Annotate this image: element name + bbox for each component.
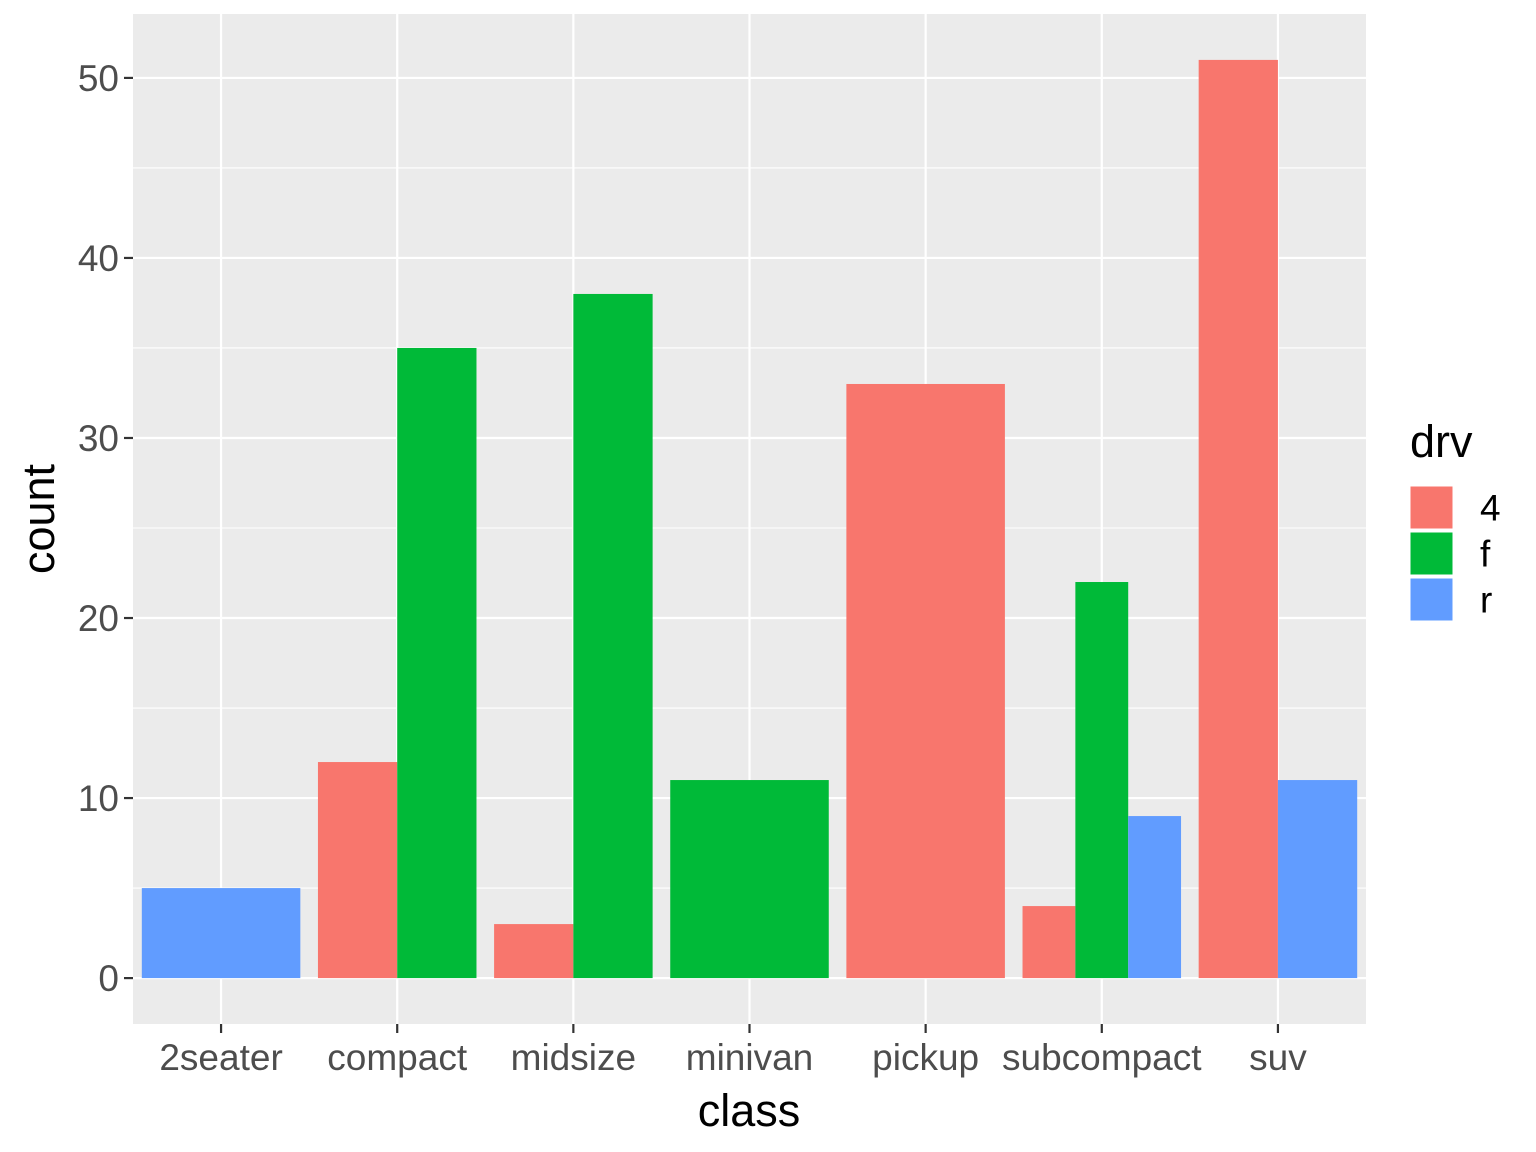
- y-tick-label: 10: [78, 778, 119, 819]
- bar-suv-4: [1198, 59, 1278, 979]
- legend-key-r: [1409, 577, 1454, 622]
- bar-pickup-4: [846, 383, 1005, 979]
- x-tick-label-pickup: pickup: [872, 1037, 979, 1078]
- bar-2seater-r: [141, 888, 301, 979]
- bar-midsize-4: [494, 924, 574, 979]
- bar-compact-4: [317, 762, 398, 979]
- legend-keys: 4 fr: [1409, 485, 1501, 622]
- legend: drv 4 fr: [1409, 416, 1501, 622]
- x-axis: 2seater compact midsize minivan pickup subcom…: [159, 1024, 1307, 1078]
- x-tick-label-subcompact: subcompact: [1002, 1037, 1202, 1078]
- bar-subcompact-4: [1022, 906, 1076, 979]
- bar-suv-r: [1277, 780, 1358, 979]
- y-tick-label: 30: [78, 418, 119, 459]
- y-axis: 0 10 20 30 40 50: [78, 58, 133, 999]
- x-tick-label-minivan: minivan: [686, 1037, 814, 1078]
- bar-compact-f: [397, 347, 477, 979]
- x-tick-label-2seater: 2seater: [159, 1037, 282, 1078]
- y-tick-label: 20: [78, 598, 119, 639]
- bars-layer: [141, 59, 1358, 979]
- y-tick-label: 50: [78, 58, 119, 99]
- legend-label-4: 4: [1480, 488, 1501, 529]
- legend-key-4: [1409, 485, 1454, 530]
- bar-midsize-f: [573, 293, 653, 979]
- x-tick-label-suv: suv: [1249, 1037, 1307, 1078]
- legend-label-r: r: [1480, 580, 1492, 621]
- bar-subcompact-r: [1128, 816, 1182, 979]
- legend-title: drv: [1410, 416, 1473, 467]
- bar-subcompact-f: [1075, 582, 1129, 979]
- x-axis-title: class: [698, 1085, 801, 1136]
- x-tick-label-compact: compact: [327, 1037, 468, 1078]
- y-tick-label: 40: [78, 238, 119, 279]
- y-tick-label: 0: [98, 958, 119, 999]
- legend-label-f: f: [1480, 534, 1491, 575]
- bar-minivan-f: [670, 780, 829, 979]
- x-tick-label-midsize: midsize: [511, 1037, 636, 1078]
- legend-key-f: [1409, 531, 1454, 576]
- y-axis-title: count: [13, 463, 64, 574]
